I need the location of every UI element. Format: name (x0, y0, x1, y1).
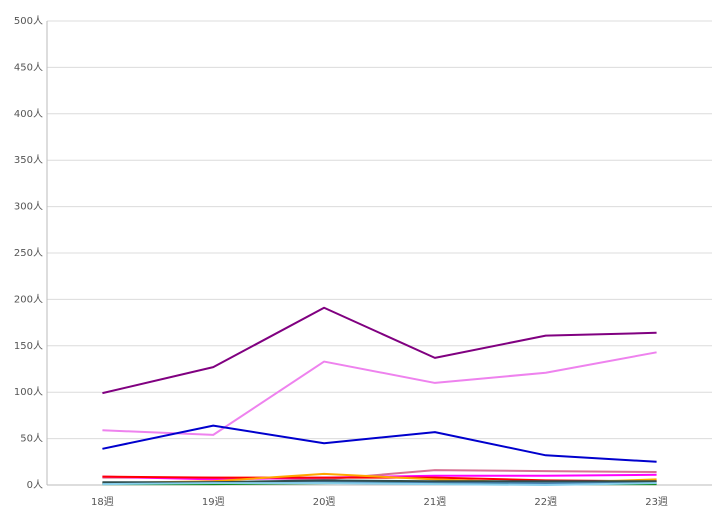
y-tick-label: 250人 (14, 247, 43, 259)
y-tick-label: 100人 (14, 386, 43, 398)
y-tick-label: 200人 (14, 293, 43, 305)
y-tick-label: 500人 (14, 15, 43, 27)
y-tick-label: 300人 (14, 201, 43, 213)
y-tick-label: 450人 (14, 61, 43, 73)
x-tick-label: 18週 (91, 496, 114, 508)
x-tick-label: 19週 (202, 496, 225, 508)
y-tick-label: 400人 (14, 108, 43, 120)
series-line (102, 351, 657, 436)
x-tick-label: 21週 (424, 496, 447, 508)
y-tick-label: 150人 (14, 340, 43, 352)
series-line (102, 306, 657, 395)
series-line (102, 479, 657, 484)
y-tick-label: 0人 (27, 479, 43, 491)
y-tick-label: 350人 (14, 154, 43, 166)
x-tick-label: 23週 (645, 496, 668, 508)
series-line (102, 424, 657, 463)
x-tick-label: 22週 (534, 496, 557, 508)
y-tick-label: 50人 (20, 433, 43, 445)
series-line (102, 482, 657, 486)
x-tick-label: 20週 (313, 496, 336, 508)
